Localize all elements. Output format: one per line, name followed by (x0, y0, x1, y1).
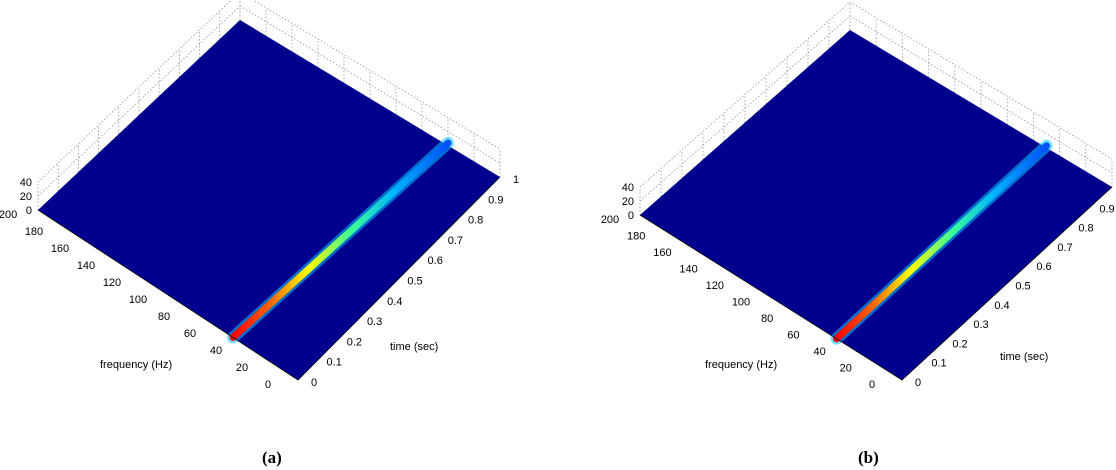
y-tick-label: 200 (601, 214, 619, 226)
y-tick-label: 120 (103, 277, 121, 289)
y-tick-label: 140 (77, 260, 95, 272)
x-axis-label: time (sec) (1000, 351, 1048, 363)
panel-label-a: (a) (262, 448, 282, 467)
panel-label-b: (b) (858, 448, 879, 467)
y-tick-label: 0 (265, 379, 271, 391)
y-tick-label: 20 (840, 363, 852, 375)
ridge (830, 139, 1053, 345)
y-tick-label: 160 (51, 243, 69, 255)
y-axis-label: frequency (Hz) (705, 359, 777, 371)
axes-frame (639, 186, 1113, 381)
z-tick-label: 20 (622, 196, 634, 208)
y-tick-label: 200 (0, 209, 17, 221)
z-tick-label: 0 (26, 205, 32, 217)
y-tick-label: 80 (761, 313, 773, 325)
y-tick-label: 40 (210, 345, 222, 357)
x-tick-label: 0.2 (347, 336, 362, 348)
x-tick-label: 0.8 (1078, 223, 1093, 235)
x-tick-label: 0.4 (994, 300, 1009, 312)
x-tick-label: 0.5 (407, 276, 422, 288)
y-axis-label: frequency (Hz) (100, 359, 172, 371)
panel-a: 0 20 40 0 20 40 60 80 100 120 140 160 180 200 0 0.1 0.2 0… (0, 0, 519, 467)
x-tick-label: 0.4 (387, 296, 402, 308)
x-tick-label: 0.8 (468, 215, 483, 227)
x-tick-label: 0.5 (1015, 281, 1030, 293)
surface-floor (38, 20, 500, 380)
x-tick-label: 0 (311, 377, 317, 389)
panel-b: 0 20 40 0 20 40 60 80 100 120 140 160 180 200 0 0.1 0.2 0… (558, 0, 1116, 470)
surface-plot-b: 0 20 40 0 20 40 60 80 100 120 140 160 180 200 0 0.1 0.2 0… (601, 1, 1115, 391)
z-tick-label: 0 (628, 210, 634, 222)
x-tick-label: 0.3 (367, 316, 382, 328)
x-tick-label: 0.3 (973, 319, 988, 331)
axes-frame (37, 176, 501, 381)
x-tick-label: 0.1 (327, 357, 342, 369)
x-tick-label: 0.7 (1057, 242, 1072, 254)
y-tick-label: 0 (869, 379, 875, 391)
surface-plot-a: 0 20 40 0 20 40 60 80 100 120 140 160 180 200 0 0.1 0.2 0… (0, 0, 519, 391)
x-tick-label: 0.1 (931, 358, 946, 370)
z-tick-label: 40 (622, 182, 634, 194)
z-tick-label: 20 (20, 191, 32, 203)
x-tick-label: 0.6 (1036, 261, 1051, 273)
y-tick-label: 60 (184, 328, 196, 340)
x-tick-label: 0.9 (488, 194, 503, 206)
x-tick-label: 0 (915, 377, 921, 389)
x-axis-label: time (sec) (390, 341, 438, 353)
y-tick-label: 180 (627, 231, 645, 243)
y-tick-label: 40 (813, 346, 825, 358)
ridge (227, 137, 454, 344)
y-tick-label: 100 (732, 297, 750, 309)
y-tick-label: 120 (706, 280, 724, 292)
axes-box (639, 1, 1113, 215)
x-tick-label: 0.7 (448, 235, 463, 247)
surface-floor (640, 30, 1112, 380)
y-tick-label: 60 (787, 330, 799, 342)
x-tick-label: 0.9 (1099, 203, 1114, 215)
y-tick-label: 100 (129, 294, 147, 306)
z-tick-label: 40 (20, 177, 32, 189)
y-tick-label: 20 (236, 362, 248, 374)
y-tick-label: 80 (158, 311, 170, 323)
y-tick-label: 160 (653, 247, 671, 259)
x-tick-label: 0.2 (952, 338, 967, 350)
y-tick-label: 180 (25, 226, 43, 238)
x-tick-label: 0.6 (428, 255, 443, 267)
x-tick-label: 1 (513, 174, 519, 186)
axes-box (37, 0, 501, 210)
y-tick-label: 140 (679, 264, 697, 276)
